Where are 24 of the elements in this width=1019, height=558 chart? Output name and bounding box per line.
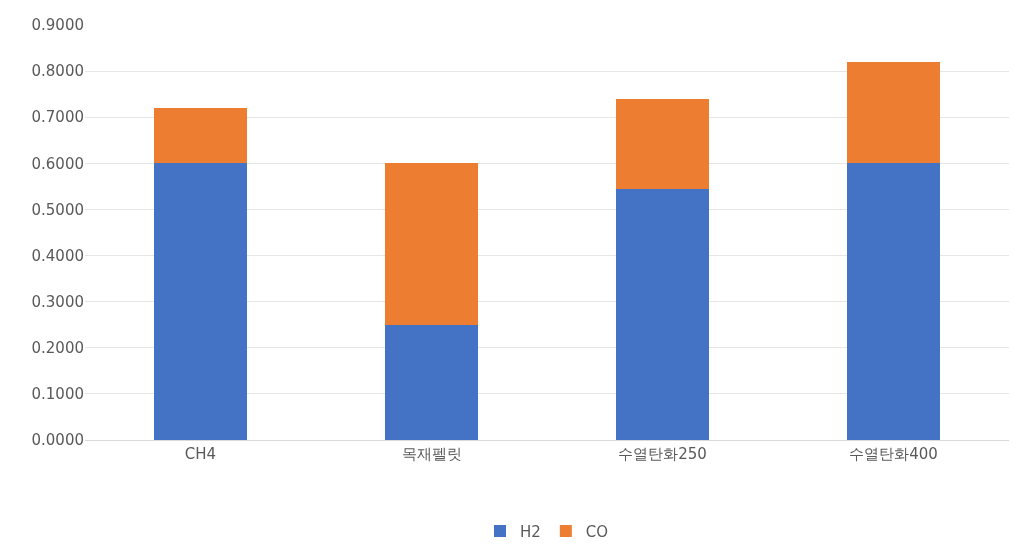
bar xyxy=(154,163,247,440)
y-tick-label: 0.0000 xyxy=(31,431,84,450)
y-tick-label: 0.9000 xyxy=(31,16,84,35)
x-tick-label: 목재펠릿 xyxy=(401,445,462,463)
bar xyxy=(847,61,940,164)
y-tick-label: 0.8000 xyxy=(31,62,84,81)
y-tick-label: 0.7000 xyxy=(31,108,84,127)
bar xyxy=(385,324,478,440)
bar xyxy=(385,163,478,325)
x-tick-label: CH4 xyxy=(184,445,217,463)
bar xyxy=(847,163,940,440)
bar xyxy=(616,98,709,189)
x-tick-label: 수열탄화250 xyxy=(618,445,707,463)
legend-label: CO xyxy=(585,522,609,541)
bar xyxy=(616,188,709,440)
y-tick-label: 0.2000 xyxy=(31,339,84,358)
y-tick-label: 0.1000 xyxy=(31,385,84,404)
y-tick-label: 0.5000 xyxy=(31,200,84,219)
x-tick-label: 수열탄화400 xyxy=(849,445,938,463)
legend-label: H2 xyxy=(520,522,541,541)
y-tick-label: 0.6000 xyxy=(31,154,84,173)
y-tick-label: 0.3000 xyxy=(31,292,84,311)
y-tick-label: 0.4000 xyxy=(31,246,84,265)
bar xyxy=(154,108,247,164)
